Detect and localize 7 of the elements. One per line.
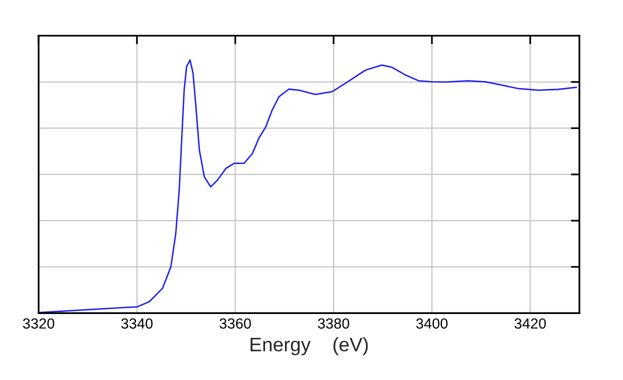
x-tick-label: 3340	[121, 318, 153, 329]
x-tick-label: 3380	[318, 318, 350, 329]
x-tick-label: 3320	[22, 318, 54, 329]
x-tick-label: 3360	[220, 318, 251, 329]
x-tick-label: 3400	[416, 318, 448, 329]
x-axis-title: Energy (eV)	[250, 337, 368, 356]
x-tick-label: 3420	[514, 318, 546, 329]
